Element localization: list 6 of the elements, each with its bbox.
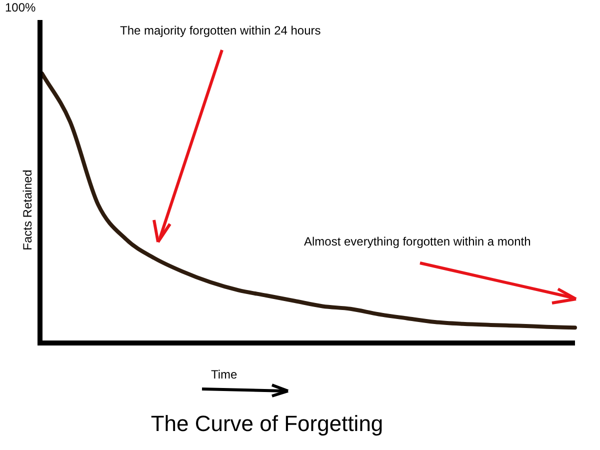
y-axis-title: Facts Retained xyxy=(20,170,34,250)
text: 100% xyxy=(5,0,36,14)
text: The majority forgotten within 24 hours xyxy=(120,23,321,38)
x-axis-title: Time xyxy=(211,367,238,382)
annotation: Almost everything forgotten within a month xyxy=(304,234,531,248)
text: The Curve of Forgetting xyxy=(150,411,384,436)
